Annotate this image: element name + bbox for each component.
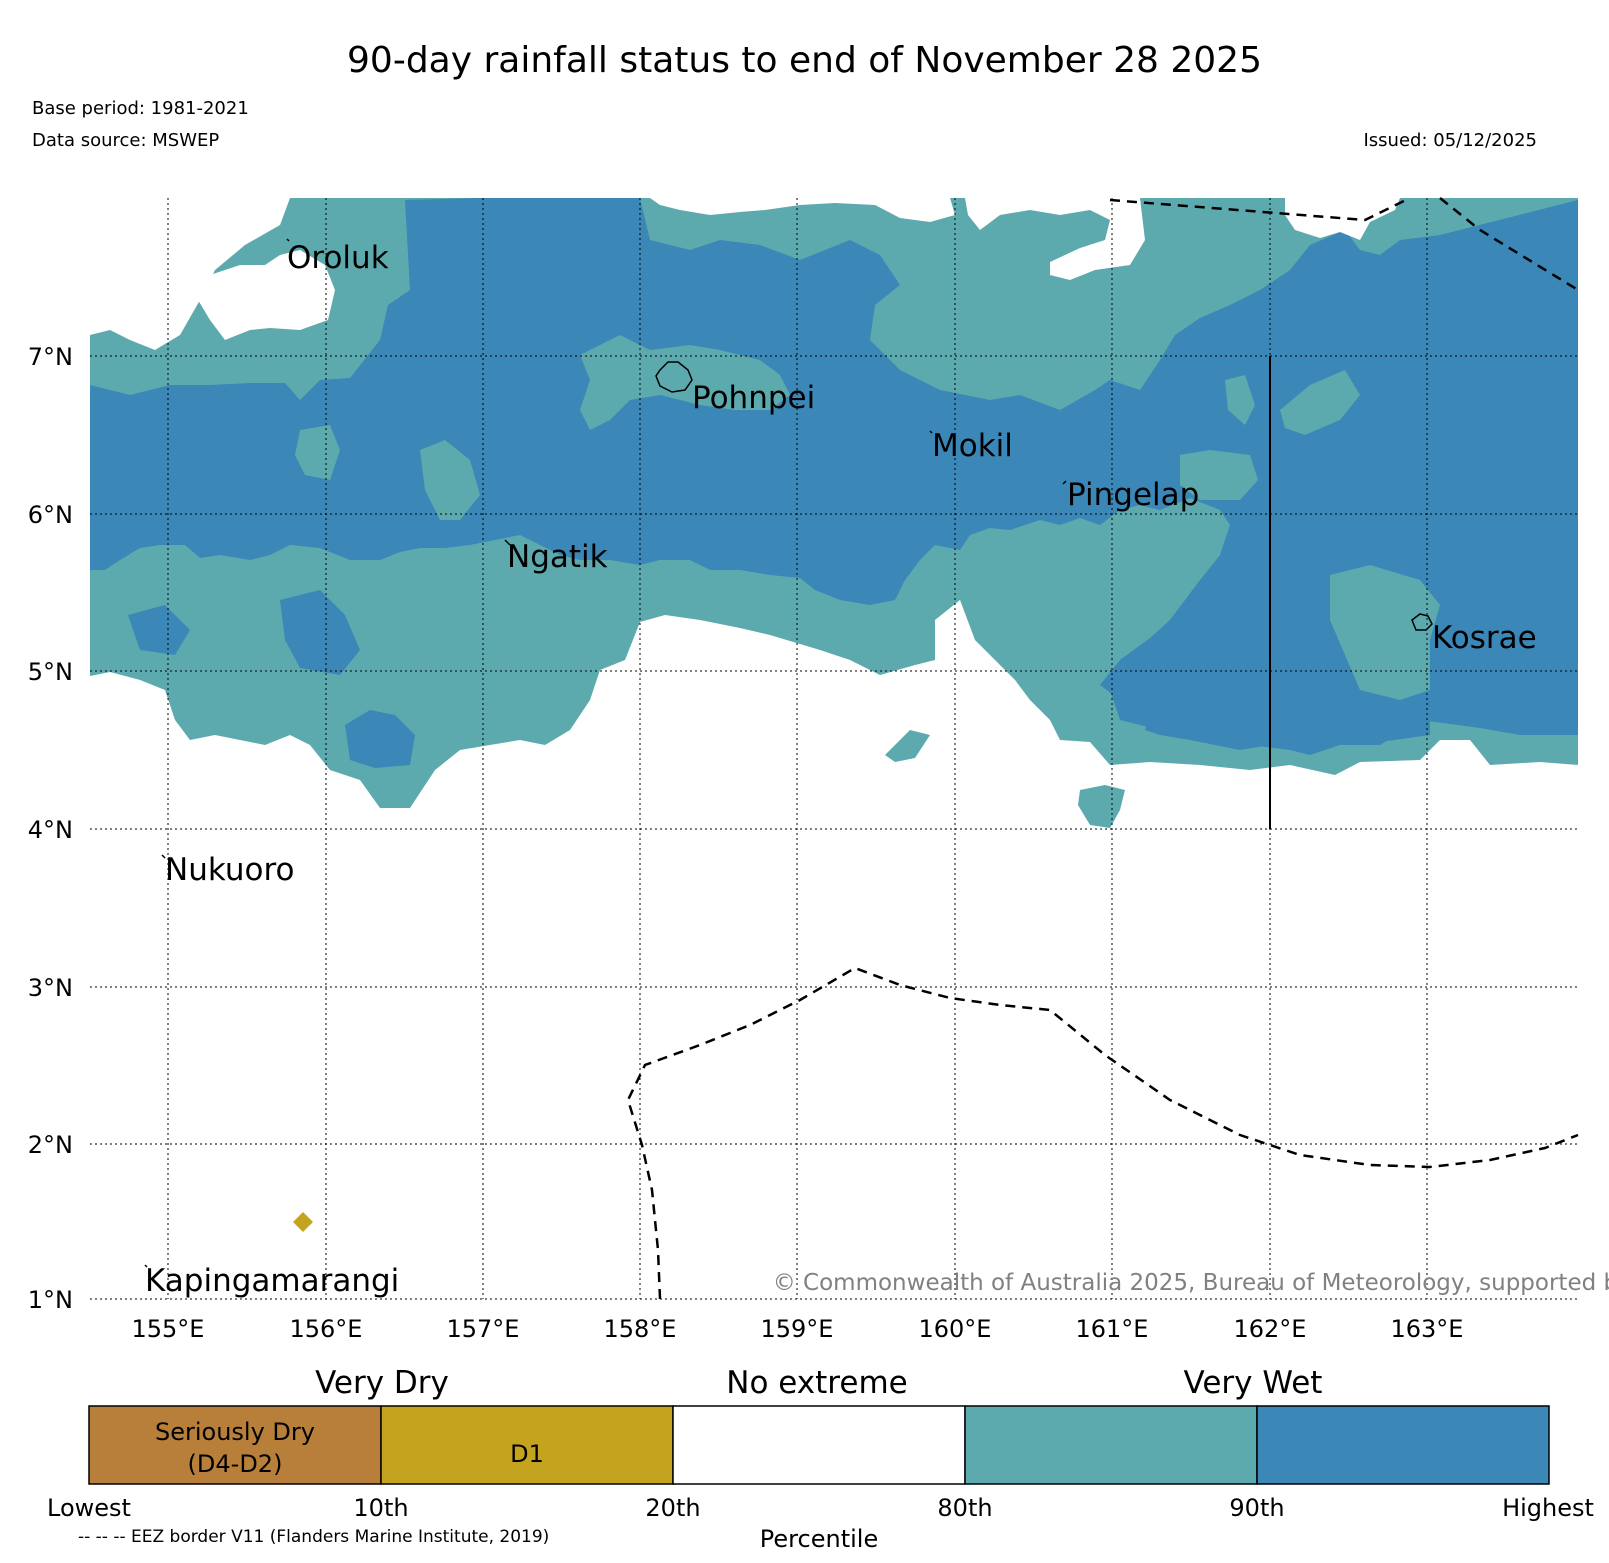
pohnpei-outline: [655, 361, 693, 393]
legend-box: [88, 1405, 382, 1485]
rainfall-fields: [90, 198, 1578, 1232]
place-kapingamarangi: Kapingamarangi: [145, 1263, 399, 1299]
legend-box: [380, 1405, 674, 1485]
lat-tick: 4°N: [28, 816, 73, 844]
wet-patch-center: [885, 730, 930, 762]
map-title: 90-day rainfall status to end of Novembe…: [347, 40, 1262, 81]
lon-tick: 157°E: [447, 1315, 520, 1343]
place-labels: Oroluk Pohnpei Mokil Pingelap Ngatik Kos…: [145, 240, 1537, 1299]
legend: Very Dry No extreme Very Wet Seriously D…: [47, 1365, 1594, 1553]
legend-box: [672, 1405, 966, 1485]
eez-border: [626, 196, 1579, 1300]
lat-tick: 3°N: [28, 974, 73, 1002]
legend-group: No extreme: [726, 1365, 907, 1401]
copyright-credit: © Commonwealth of Australia 2025, Bureau…: [773, 1270, 1609, 1296]
wet-island-ne: [1280, 370, 1360, 435]
lon-tick: 156°E: [290, 1315, 363, 1343]
place-oroluk: Oroluk: [287, 240, 389, 276]
legend-box: [964, 1405, 1258, 1485]
lon-tick: 158°E: [604, 1315, 677, 1343]
no-extreme-north-center: [965, 198, 1145, 280]
atoll-marks: [144, 238, 1067, 1268]
very-wet-sw-patch: [345, 710, 415, 768]
legend-tick: 10th: [353, 1494, 408, 1522]
legend-box: [1256, 1405, 1550, 1485]
lat-tick: 7°N: [28, 343, 73, 371]
legend-box-label: D1: [510, 1440, 544, 1468]
wet-island-pohnpei: [580, 335, 790, 430]
legend-ticks: Lowest 10th 20th 80th 90th Highest: [47, 1494, 1594, 1522]
legend-group: Very Dry: [315, 1365, 449, 1401]
lon-tick: 163°E: [1391, 1315, 1464, 1343]
legend-tick: 90th: [1229, 1494, 1284, 1522]
wet-island-east: [1180, 450, 1258, 500]
lon-tick: 160°E: [919, 1315, 992, 1343]
place-pingelap: Pingelap: [1067, 477, 1199, 513]
legend-box-label: (D4-D2): [188, 1450, 283, 1478]
lon-tick: 161°E: [1076, 1315, 1149, 1343]
legend-groups: Very Dry No extreme Very Wet: [315, 1365, 1322, 1401]
place-pohnpei: Pohnpei: [692, 380, 815, 416]
lat-tick: 1°N: [28, 1286, 73, 1314]
legend-axis-label: Percentile: [760, 1525, 878, 1553]
place-ngatik: Ngatik: [507, 539, 608, 575]
legend-group: Very Wet: [1184, 1365, 1323, 1401]
lon-ticks: 155°E 156°E 157°E 158°E 159°E 160°E 161°…: [132, 1315, 1464, 1343]
no-extreme-ne: [1285, 198, 1400, 240]
data-source: Data source: MSWEP: [32, 130, 220, 151]
issued-date: Issued: 05/12/2025: [1363, 130, 1537, 151]
legend-box-label: Seriously Dry: [155, 1418, 315, 1446]
lat-ticks: 7°N 6°N 5°N 4°N 3°N 2°N 1°N: [28, 343, 73, 1314]
place-kosrae: Kosrae: [1432, 620, 1537, 656]
legend-box-labels: Seriously Dry (D4-D2) D1: [155, 1418, 544, 1478]
wet-island-w2: [295, 425, 340, 480]
legend-tick: Highest: [1502, 1494, 1594, 1522]
legend-tick: 20th: [645, 1494, 700, 1522]
very-wet-west-patch: [280, 590, 360, 675]
lat-tick: 5°N: [28, 658, 73, 686]
legend-tick: 80th: [937, 1494, 992, 1522]
kosrae-outline: [1411, 613, 1433, 631]
place-mokil: Mokil: [932, 428, 1013, 464]
wet-island-kosrae: [1330, 565, 1440, 700]
wet-island-small: [1225, 375, 1255, 425]
lon-tick: 159°E: [761, 1315, 834, 1343]
wet-island-mid: [420, 440, 480, 520]
d1-marker: [293, 1212, 313, 1232]
lon-tick: 155°E: [132, 1315, 205, 1343]
lat-tick: 6°N: [28, 501, 73, 529]
very-wet-nw-patch: [128, 605, 190, 655]
eez-note: -- -- -- EEZ border V11 (Flanders Marine…: [78, 1527, 550, 1547]
place-nukuoro: Nukuoro: [165, 852, 294, 888]
lon-tick: 162°E: [1234, 1315, 1307, 1343]
legend-tick: Lowest: [47, 1494, 131, 1522]
no-extreme-north-mid: [650, 198, 955, 222]
very-wet-core: [90, 198, 1578, 755]
wet-patch-east: [1078, 785, 1125, 828]
lat-tick: 2°N: [28, 1131, 73, 1159]
no-extreme-oroluk: [198, 250, 335, 340]
base-period: Base period: 1981-2021: [32, 98, 249, 119]
